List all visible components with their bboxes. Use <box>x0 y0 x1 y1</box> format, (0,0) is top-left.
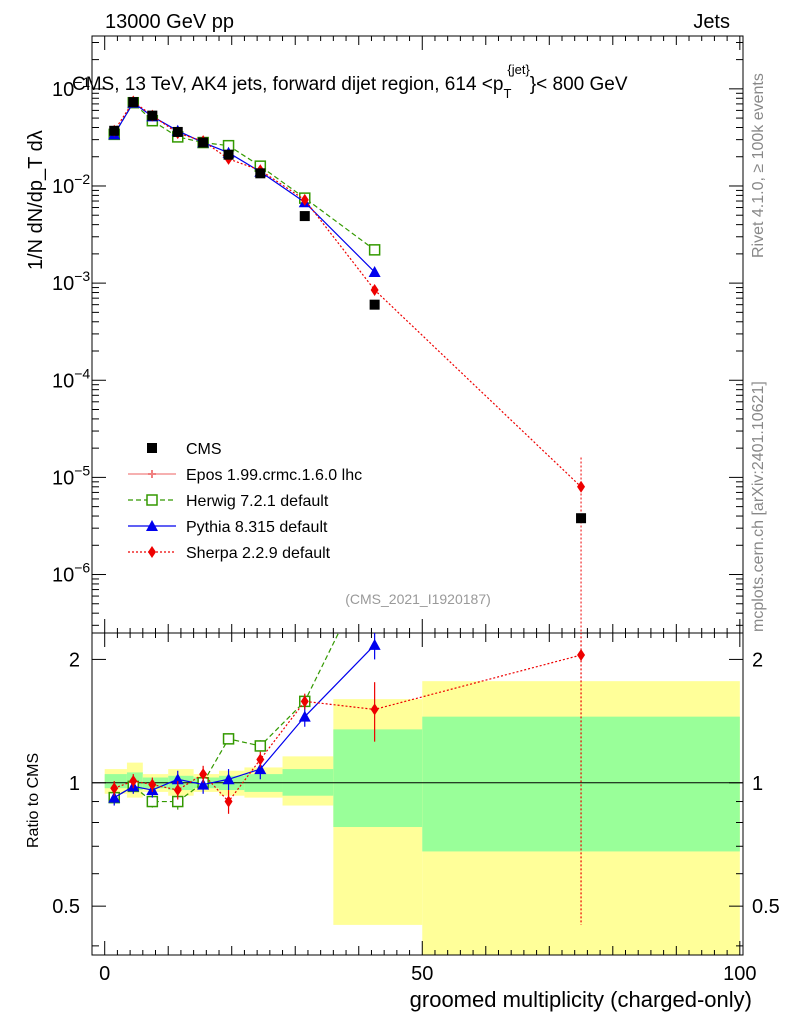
series-point-bottom-1 <box>146 795 159 808</box>
plot-title-tail: }< 800 GeV <box>530 74 628 95</box>
y-tick-label-bottom: 1 <box>69 773 80 795</box>
band-green-0 <box>104 774 127 789</box>
legend-marker-3 <box>148 546 156 558</box>
legend-marker-cms <box>147 443 157 453</box>
series-point-bottom-3 <box>129 775 138 788</box>
series-point-bottom-2 <box>368 638 381 650</box>
series-point-bottom-2 <box>254 763 267 775</box>
series-point-bottom-2 <box>197 778 210 790</box>
series-point-bottom-2 <box>108 791 121 803</box>
legend-label-3: Sherpa 2.2.9 default <box>186 545 331 562</box>
cms-point <box>369 299 380 310</box>
y-tick-label-bottom-r: 1 <box>752 773 763 795</box>
legend-label-cms: CMS <box>186 441 222 458</box>
legend-entry-3: Sherpa 2.2.9 default <box>128 545 331 562</box>
series-point-bottom-3 <box>110 782 119 795</box>
series-line-top-2 <box>113 101 376 273</box>
y-tick-label-top: 10−5 <box>52 462 90 489</box>
series-point-bottom-3 <box>256 753 265 766</box>
series-line-top-3 <box>113 100 582 488</box>
axes <box>91 35 744 956</box>
plot-title-sup: {jet} <box>507 62 530 77</box>
y-tick-label-bottom-r: 2 <box>752 649 763 671</box>
y-tick-label-bottom-r: 0.5 <box>752 896 780 918</box>
legend-entry-2: Pythia 8.315 default <box>128 519 328 536</box>
series-point-bottom-3 <box>300 695 309 708</box>
y-tick-label-bottom: 2 <box>69 649 80 671</box>
ylabel-top: 1/N dN/dp_T dλ <box>25 130 47 270</box>
plot-title-sub: T <box>503 86 511 101</box>
series-point-bottom-3 <box>370 703 379 716</box>
cms-point <box>172 126 183 137</box>
series-point-bottom-2 <box>222 773 235 785</box>
legend-marker-1 <box>146 494 158 506</box>
ratio-bands <box>104 681 740 955</box>
ylabel-bottom: Ratio to CMS <box>25 753 42 848</box>
cms-point <box>255 168 266 179</box>
y-tick-label-top: 10−4 <box>52 365 90 392</box>
legend-marker-0 <box>148 470 156 478</box>
header-right: Jets <box>693 11 730 33</box>
legend: CMS Epos 1.99.crmc.1.6.0 lhc Herwig 7.2.1 … <box>128 441 362 562</box>
ylabel-top-text: 1/N dN/dp_T dλ <box>25 130 47 270</box>
legend-entry-0: Epos 1.99.crmc.1.6.0 lhc <box>128 467 362 484</box>
legend-marker-2 <box>146 520 158 531</box>
series-point-bottom-2 <box>298 710 311 722</box>
plot-title-main: CMS, 13 TeV, AK4 jets, forward dijet reg… <box>72 74 503 95</box>
series-point-bottom-2 <box>171 773 184 785</box>
legend-label-2: Pythia 8.315 default <box>186 519 328 536</box>
x-tick-label: 50 <box>411 963 433 985</box>
series-line-top-1 <box>113 101 375 251</box>
legend-entry-cms: CMS <box>147 441 222 458</box>
y-tick-label-top: 10−1 <box>52 74 90 101</box>
cms-point <box>128 97 139 108</box>
y-tick-label-bottom: 0.5 <box>52 896 80 918</box>
series-point-top-3 <box>370 283 379 296</box>
y-tick-label-top: 10−6 <box>52 560 90 587</box>
y-tick-label-top: 10−3 <box>52 268 90 295</box>
cms-point <box>198 137 209 148</box>
series-point-bottom-3 <box>173 784 182 797</box>
legend-label-1: Herwig 7.2.1 default <box>186 493 329 510</box>
series-point-top-2 <box>368 266 381 278</box>
series-line-bottom-1 <box>113 633 340 803</box>
plot-title: CMS, 13 TeV, AK4 jets, forward dijet reg… <box>72 62 628 101</box>
series-point-bottom-3 <box>148 778 157 791</box>
xlabel: groomed multiplicity (charged-only) <box>410 987 752 1012</box>
cms-point <box>299 211 310 222</box>
series-bottom <box>108 555 586 925</box>
frame-top <box>91 35 744 634</box>
legend-label-0: Epos 1.99.crmc.1.6.0 lhc <box>186 467 362 484</box>
analysis-tag: (CMS_2021_I1920187) <box>345 591 491 607</box>
x-tick-label: 0 <box>99 963 110 985</box>
series-point-bottom-3 <box>224 795 233 808</box>
y-tick-label-top: 10−2 <box>52 171 90 198</box>
cms-point <box>109 125 120 136</box>
band-green-8 <box>333 729 423 828</box>
series-top <box>108 95 587 633</box>
series-point-bottom-3 <box>199 768 208 781</box>
tick-labels: 0 50 100 10−6 10−5 10−4 10−3 10−2 10−1 0.5 0.5 1 1 2 2 <box>52 74 780 985</box>
cms-point <box>223 149 234 160</box>
series-point-bottom-1 <box>222 733 235 745</box>
x-tick-label: 100 <box>723 963 756 985</box>
header-left: 13000 GeV pp <box>105 11 234 33</box>
series-point-bottom-1 <box>254 740 267 752</box>
series-point-top-3 <box>300 193 309 206</box>
frame-bottom <box>91 632 744 956</box>
side-label-mcplots: mcplots.cern.ch [arXiv:2401.10621] <box>750 381 767 632</box>
cms-point <box>576 513 587 524</box>
side-label-rivet: Rivet 4.1.0, ≥ 100k events <box>750 73 767 258</box>
series-point-bottom-3 <box>577 649 586 662</box>
series-point-top-3 <box>577 480 586 493</box>
legend-entry-1: Herwig 7.2.1 default <box>128 493 329 510</box>
series-point-bottom-1 <box>370 555 380 565</box>
series-point-top-1 <box>368 244 381 256</box>
cms-point <box>147 110 158 121</box>
